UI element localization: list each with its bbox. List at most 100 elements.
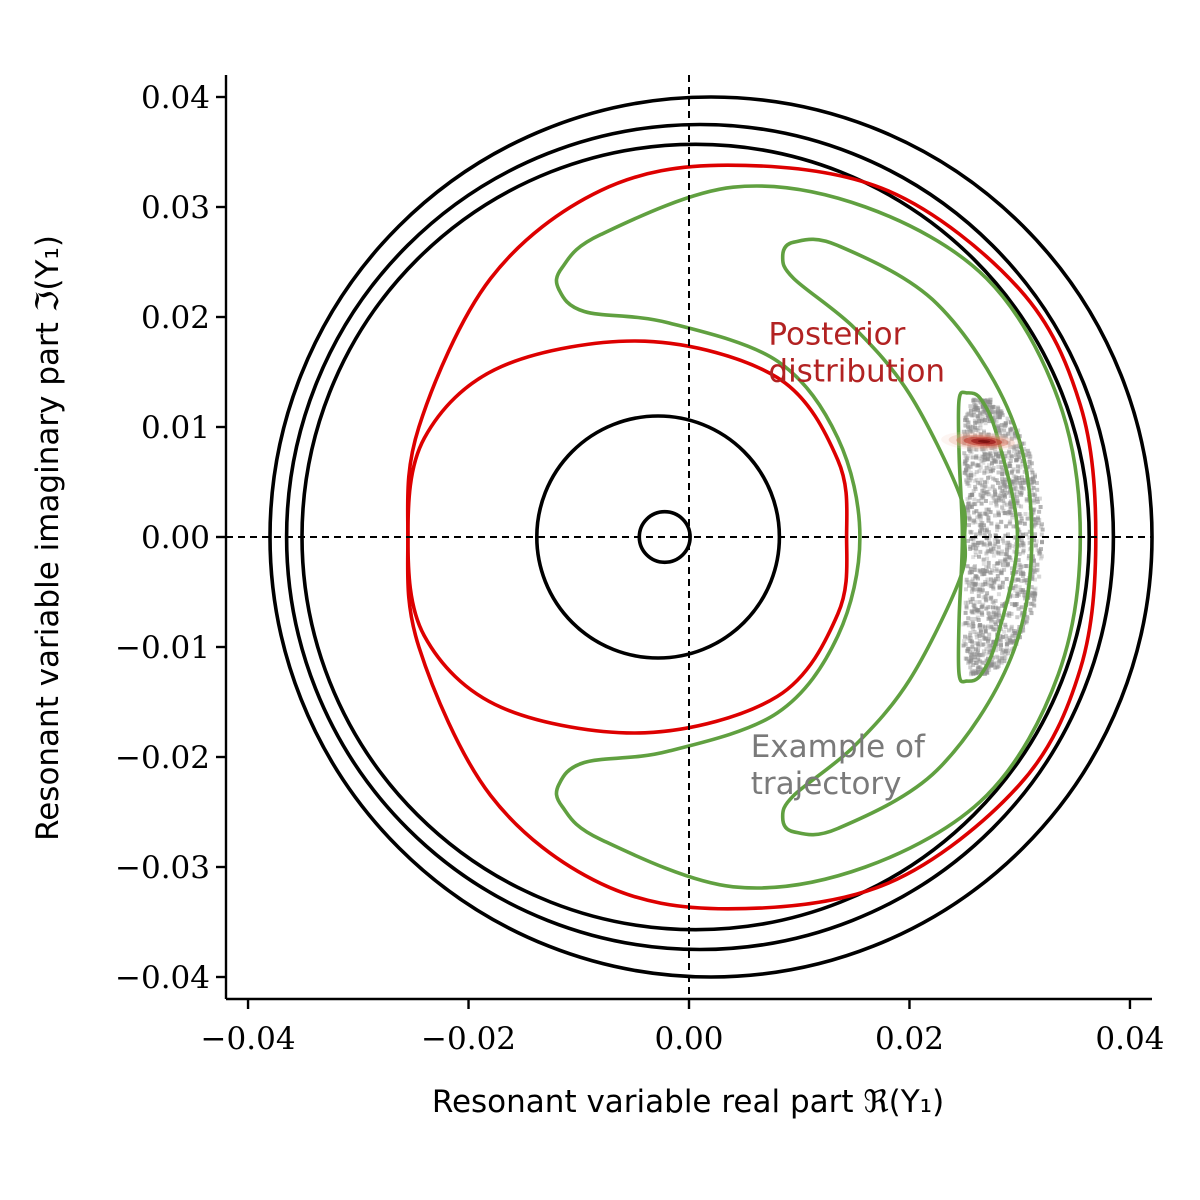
sample-point xyxy=(969,639,974,644)
sample-point xyxy=(1035,516,1040,521)
sample-point xyxy=(1019,613,1024,618)
sample-point xyxy=(997,658,1002,663)
sample-point xyxy=(980,572,985,577)
sample-point xyxy=(1031,485,1036,490)
sample-point xyxy=(1033,543,1038,548)
sample-point xyxy=(964,434,969,439)
sample-point xyxy=(967,597,972,602)
sample-point xyxy=(1033,520,1038,525)
sample-point xyxy=(1019,564,1024,569)
sample-point xyxy=(1015,494,1019,499)
sample-point xyxy=(987,463,991,468)
sample-point xyxy=(1015,449,1020,454)
sample-point xyxy=(994,504,999,509)
sample-point xyxy=(969,473,974,478)
sample-point xyxy=(994,567,999,572)
sample-point xyxy=(1038,552,1043,557)
sample-point xyxy=(977,633,982,638)
sample-point xyxy=(986,507,991,512)
sample-point xyxy=(978,481,983,486)
sample-point xyxy=(980,588,985,593)
sample-point xyxy=(999,433,1004,438)
sample-point xyxy=(1003,421,1008,426)
sample-point xyxy=(1023,596,1028,601)
sample-point xyxy=(977,638,982,643)
sample-point xyxy=(1004,647,1009,652)
x-tick-label: −0.02 xyxy=(421,1021,516,1057)
sample-point xyxy=(1027,459,1032,464)
sample-point xyxy=(1010,633,1015,638)
y-tick-label: −0.02 xyxy=(115,740,210,776)
sample-point xyxy=(998,638,1003,643)
sample-point xyxy=(1014,475,1019,480)
annotation-line: trajectory xyxy=(751,766,902,802)
sample-point xyxy=(993,452,998,457)
y-tick-label: 0.01 xyxy=(141,410,210,446)
sample-point xyxy=(1009,566,1014,571)
sample-point xyxy=(995,528,1000,533)
sample-point xyxy=(1032,593,1037,598)
sample-point xyxy=(1027,452,1032,457)
sample-point xyxy=(1009,454,1014,459)
sample-point xyxy=(1011,634,1016,639)
sample-point xyxy=(983,480,987,485)
sample-point xyxy=(987,615,992,619)
sample-point xyxy=(1006,532,1010,537)
sample-point xyxy=(991,601,996,605)
sample-point xyxy=(1003,649,1008,654)
sample-point xyxy=(1030,470,1035,475)
sample-point xyxy=(968,429,973,434)
sample-point xyxy=(980,660,985,665)
sample-point xyxy=(994,478,999,483)
sample-point xyxy=(1032,500,1036,505)
sample-point xyxy=(1034,496,1039,501)
sample-point xyxy=(1032,538,1036,543)
sample-point xyxy=(1003,423,1008,428)
posterior-density-level xyxy=(978,439,991,443)
sample-point xyxy=(1000,656,1005,661)
sample-point xyxy=(972,425,977,430)
sample-point xyxy=(986,580,990,585)
sample-point xyxy=(984,528,989,533)
sample-point xyxy=(1023,453,1028,458)
sample-point xyxy=(996,455,1000,460)
sample-point xyxy=(1019,490,1024,495)
sample-point xyxy=(973,653,978,657)
sample-point xyxy=(996,428,1001,433)
sample-point xyxy=(985,416,990,421)
sample-point xyxy=(965,454,970,459)
sample-point xyxy=(985,651,990,656)
y-tick-label: −0.03 xyxy=(115,850,210,886)
sample-point xyxy=(971,624,976,629)
sample-point xyxy=(994,498,999,503)
sample-point xyxy=(987,419,992,424)
annotation-line: Example of xyxy=(751,729,926,765)
sample-point xyxy=(987,612,992,617)
sample-point xyxy=(978,492,983,497)
sample-point xyxy=(1015,594,1020,598)
sample-point xyxy=(1029,585,1034,590)
sample-point xyxy=(1008,427,1013,432)
sample-point xyxy=(981,568,986,572)
sample-point xyxy=(1006,431,1011,436)
sample-point xyxy=(971,398,975,403)
sample-point xyxy=(1000,439,1005,444)
sample-point xyxy=(976,653,981,658)
sample-point xyxy=(996,545,1001,550)
sample-point xyxy=(1011,594,1015,599)
sample-point xyxy=(1007,521,1012,526)
sample-point xyxy=(998,561,1003,566)
sample-point xyxy=(993,622,998,627)
sample-point xyxy=(991,405,996,410)
sample-point xyxy=(981,568,986,573)
sample-point xyxy=(1016,468,1021,473)
sample-point xyxy=(993,660,998,665)
sample-point xyxy=(1018,520,1023,525)
sample-point xyxy=(967,516,972,521)
sample-point xyxy=(1022,621,1026,626)
sample-point xyxy=(965,433,970,438)
sample-point xyxy=(975,615,980,620)
sample-point xyxy=(1000,468,1005,473)
y-tick-label: 0.02 xyxy=(141,300,210,336)
sample-point xyxy=(986,399,991,404)
